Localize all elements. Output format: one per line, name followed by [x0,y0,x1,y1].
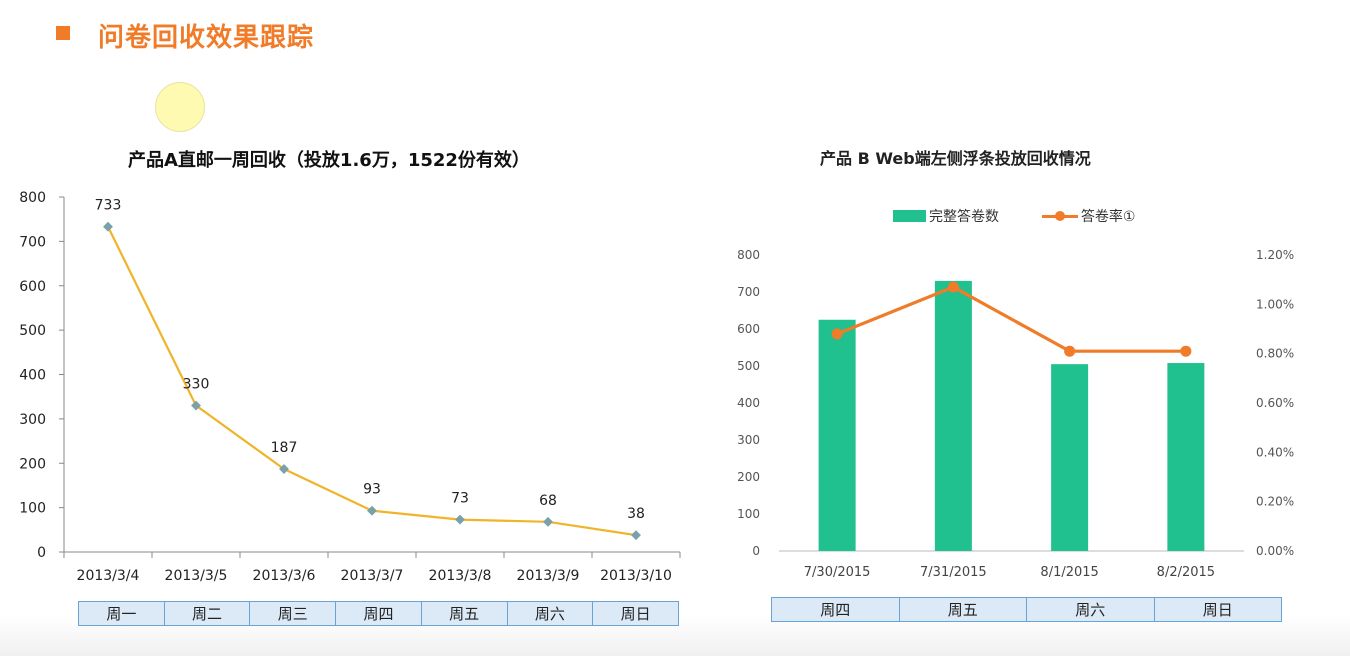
chart-b-y2-tick-label: 1.00% [1256,297,1294,311]
chart-a-y-tick-label: 300 [19,412,46,428]
chart-a-data-point [191,400,201,411]
chart-b-bar [934,280,972,551]
chart-a-data-point [455,514,465,525]
chart-b-y2-tick-label: 0.20% [1256,495,1294,509]
weekday-cell: 周一 [78,601,165,626]
header-bullet-icon [56,26,70,40]
chart-a-x-tick-label: 2013/3/10 [600,568,672,584]
chart-a-x-tick-label: 2013/3/5 [165,568,228,584]
chart-b-y-tick-label: 600 [737,322,760,336]
chart-a-data-label: 93 [363,482,381,498]
chart-b-y-tick-label: 0 [752,544,760,558]
chart-b-y-tick-label: 300 [737,433,760,447]
chart-a-y-tick-label: 800 [19,190,46,206]
chart-a-data-point [631,530,641,541]
chart-b-bar [818,319,856,551]
chart-b-weekday-table: 周四 周五 周六 周日 [771,597,1282,622]
weekday-cell: 周六 [506,601,594,626]
chart-b-legend: 完整答卷数 答卷率① [893,206,1135,226]
chart-b-bar [1167,363,1205,551]
legend-bar-swatch [893,210,926,222]
chart-a-x-tick-label: 2013/3/4 [77,568,140,584]
chart-b-rate-point [947,281,959,293]
weekday-cell: 周二 [163,601,251,626]
chart-a: 0 100 200 300 400 500 600 700 800 2013/3/4 2013/3/… [19,190,681,584]
chart-b-rate-point [1064,345,1076,357]
chart-a-title: 产品A直邮一周回收（投放1.6万，1522份有效） [128,150,530,171]
chart-b-y-tick-label: 500 [737,359,760,373]
legend-bar-label: 完整答卷数 [929,209,999,225]
chart-b-y-tick-label: 800 [737,248,760,262]
chart-a-x-tick-label: 2013/3/6 [253,568,316,584]
chart-b: 0 100 200 300 400 500 600 700 800 0.00% 0.20% 0.40%… [737,248,1294,580]
chart-b-rate-point [1180,345,1192,357]
chart-a-data-label: 187 [271,440,298,456]
cursor-highlight [155,82,205,132]
weekday-row: 周一 周二 周三 周四 周五 周六 周日 [78,601,679,626]
chart-a-data-point [103,221,113,232]
weekday-row: 周四 周五 周六 周日 [771,597,1282,622]
chart-a-data-point [367,505,377,516]
chart-a-weekday-table: 周一 周二 周三 周四 周五 周六 周日 [78,601,679,626]
chart-a-y-tick-label: 500 [19,323,46,339]
chart-a-data-label: 733 [95,198,122,214]
chart-b-x-tick-label: 7/30/2015 [804,565,871,580]
page-title: 问卷回收效果跟踪 [98,23,315,53]
chart-a-data-point [279,464,289,474]
chart-a-y-tick-label: 200 [19,456,46,472]
weekday-cell: 周日 [1153,597,1282,622]
chart-b-y2-tick-label: 0.40% [1256,445,1294,459]
chart-b-y2-tick-label: 0.80% [1256,347,1294,361]
weekday-cell: 周六 [1026,597,1155,622]
chart-b-y2-tick-label: 0.60% [1256,396,1294,410]
chart-a-x-tick-label: 2013/3/7 [341,568,404,584]
chart-b-y2-tick-label: 0.00% [1256,544,1294,558]
weekday-cell: 周五 [898,597,1027,622]
chart-b-x-tick-label: 8/1/2015 [1040,565,1098,580]
weekday-cell: 周五 [420,601,508,626]
chart-a-data-point [543,516,553,527]
chart-b-y-tick-label: 100 [737,507,760,521]
chart-b-x-tick-label: 8/2/2015 [1157,565,1215,580]
chart-a-data-label: 38 [627,506,645,522]
weekday-cell: 周三 [249,601,337,626]
legend-line-label: 答卷率① [1080,209,1136,225]
chart-b-y-tick-label: 400 [737,396,760,410]
chart-b-title: 产品 B Web端左侧浮条投放回收情况 [820,149,1091,168]
weekday-cell: 周四 [335,601,422,626]
chart-b-y-tick-label: 700 [737,285,760,299]
chart-a-y-tick-label: 0 [37,545,46,561]
chart-a-x-tick-label: 2013/3/9 [517,568,580,584]
chart-a-data-label: 73 [451,491,469,507]
chart-a-data-label: 330 [183,377,210,393]
weekday-cell: 周日 [592,601,679,626]
chart-a-data-label: 68 [539,493,557,509]
chart-b-x-tick-label: 7/31/2015 [920,565,987,580]
chart-a-y-tick-label: 100 [19,501,46,517]
chart-a-x-tick-label: 2013/3/8 [429,568,492,584]
chart-b-y2-tick-label: 1.20% [1256,248,1294,262]
chart-a-y-tick-label: 600 [19,279,46,295]
legend-line-swatch [1041,210,1078,222]
weekday-cell: 周四 [771,597,900,622]
chart-b-rate-line [836,285,1186,353]
chart-b-rate-point [831,328,843,340]
chart-b-y-tick-label: 200 [737,470,760,484]
chart-a-y-tick-label: 700 [19,234,46,250]
chart-a-y-tick-label: 400 [19,368,46,384]
chart-b-bar [1051,364,1089,551]
